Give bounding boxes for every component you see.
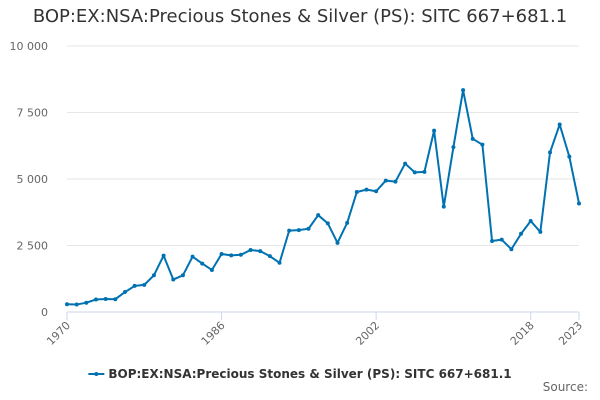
legend-label[interactable]: BOP:EX:NSA:Precious Stones & Silver (PS)… xyxy=(108,367,511,381)
y-axis-ticks: 0 2 500 5 000 7 500 10 000 xyxy=(10,40,49,319)
data-point[interactable] xyxy=(577,201,581,206)
data-point[interactable] xyxy=(548,150,553,155)
data-point[interactable] xyxy=(499,237,504,242)
data-point[interactable] xyxy=(509,247,514,252)
data-point[interactable] xyxy=(65,302,69,307)
data-point[interactable] xyxy=(538,229,543,234)
data-point[interactable] xyxy=(180,273,185,278)
data-point[interactable] xyxy=(84,300,89,305)
data-point[interactable] xyxy=(354,190,359,195)
chart-title: BOP:EX:NSA:Precious Stones & Silver (PS)… xyxy=(32,6,568,27)
data-point[interactable] xyxy=(113,297,118,302)
x-tick-label: 2002 xyxy=(353,319,382,348)
data-point[interactable] xyxy=(528,219,533,224)
data-point[interactable] xyxy=(219,252,224,257)
legend-symbol-marker xyxy=(94,372,99,376)
data-point[interactable] xyxy=(422,169,427,174)
data-point[interactable] xyxy=(557,122,562,127)
y-tick-label: 2 500 xyxy=(17,240,49,253)
data-point[interactable] xyxy=(74,302,79,307)
data-point[interactable] xyxy=(374,189,379,194)
data-point[interactable] xyxy=(277,260,282,265)
data-point[interactable] xyxy=(200,261,205,266)
data-point[interactable] xyxy=(335,240,340,245)
series-line[interactable] xyxy=(66,89,580,306)
data-point[interactable] xyxy=(432,128,437,133)
data-point[interactable] xyxy=(316,213,321,218)
data-point[interactable] xyxy=(393,179,398,184)
y-tick-label: 5 000 xyxy=(17,173,49,186)
data-point[interactable] xyxy=(151,273,156,278)
y-tick-label: 0 xyxy=(41,306,48,319)
data-point[interactable] xyxy=(296,228,301,233)
source-label[interactable]: Source: xyxy=(542,380,588,394)
data-point[interactable] xyxy=(161,253,166,258)
data-point[interactable] xyxy=(325,221,330,226)
data-point[interactable] xyxy=(403,161,408,166)
data-point[interactable] xyxy=(142,282,147,287)
x-tick-label: 2023 xyxy=(556,319,585,348)
data-point[interactable] xyxy=(171,277,176,282)
data-point[interactable] xyxy=(306,226,311,231)
data-point[interactable] xyxy=(258,249,263,254)
grid-lines xyxy=(67,45,579,246)
data-point[interactable] xyxy=(103,296,108,301)
data-point[interactable] xyxy=(238,252,243,257)
data-point[interactable] xyxy=(122,290,127,295)
data-point[interactable] xyxy=(383,178,388,183)
data-point[interactable] xyxy=(480,142,485,147)
data-point[interactable] xyxy=(93,297,98,302)
data-point[interactable] xyxy=(209,267,214,272)
y-tick-label: 10 000 xyxy=(10,40,49,53)
x-tick-label: 2018 xyxy=(508,319,537,348)
data-point[interactable] xyxy=(132,283,137,288)
data-point[interactable] xyxy=(248,248,253,253)
data-point[interactable] xyxy=(267,254,272,259)
data-point[interactable] xyxy=(519,231,524,236)
data-point[interactable] xyxy=(451,145,456,150)
data-point[interactable] xyxy=(287,228,292,233)
legend[interactable]: BOP:EX:NSA:Precious Stones & Silver (PS)… xyxy=(88,367,512,381)
data-point[interactable] xyxy=(229,253,234,258)
data-point[interactable] xyxy=(412,170,417,175)
data-point[interactable] xyxy=(490,238,495,243)
series-group xyxy=(65,88,581,307)
y-tick-label: 7 500 xyxy=(17,107,49,120)
data-point[interactable] xyxy=(190,254,195,259)
data-point[interactable] xyxy=(461,88,466,93)
x-tick-label: 1986 xyxy=(199,319,228,348)
data-point[interactable] xyxy=(441,204,446,209)
data-point[interactable] xyxy=(345,220,350,225)
x-tick-label: 1970 xyxy=(44,319,73,348)
data-point[interactable] xyxy=(470,136,475,141)
data-point[interactable] xyxy=(567,154,572,159)
data-point[interactable] xyxy=(364,187,369,192)
x-axis-ticks: 1970 1986 2002 2018 2023 xyxy=(44,312,585,348)
